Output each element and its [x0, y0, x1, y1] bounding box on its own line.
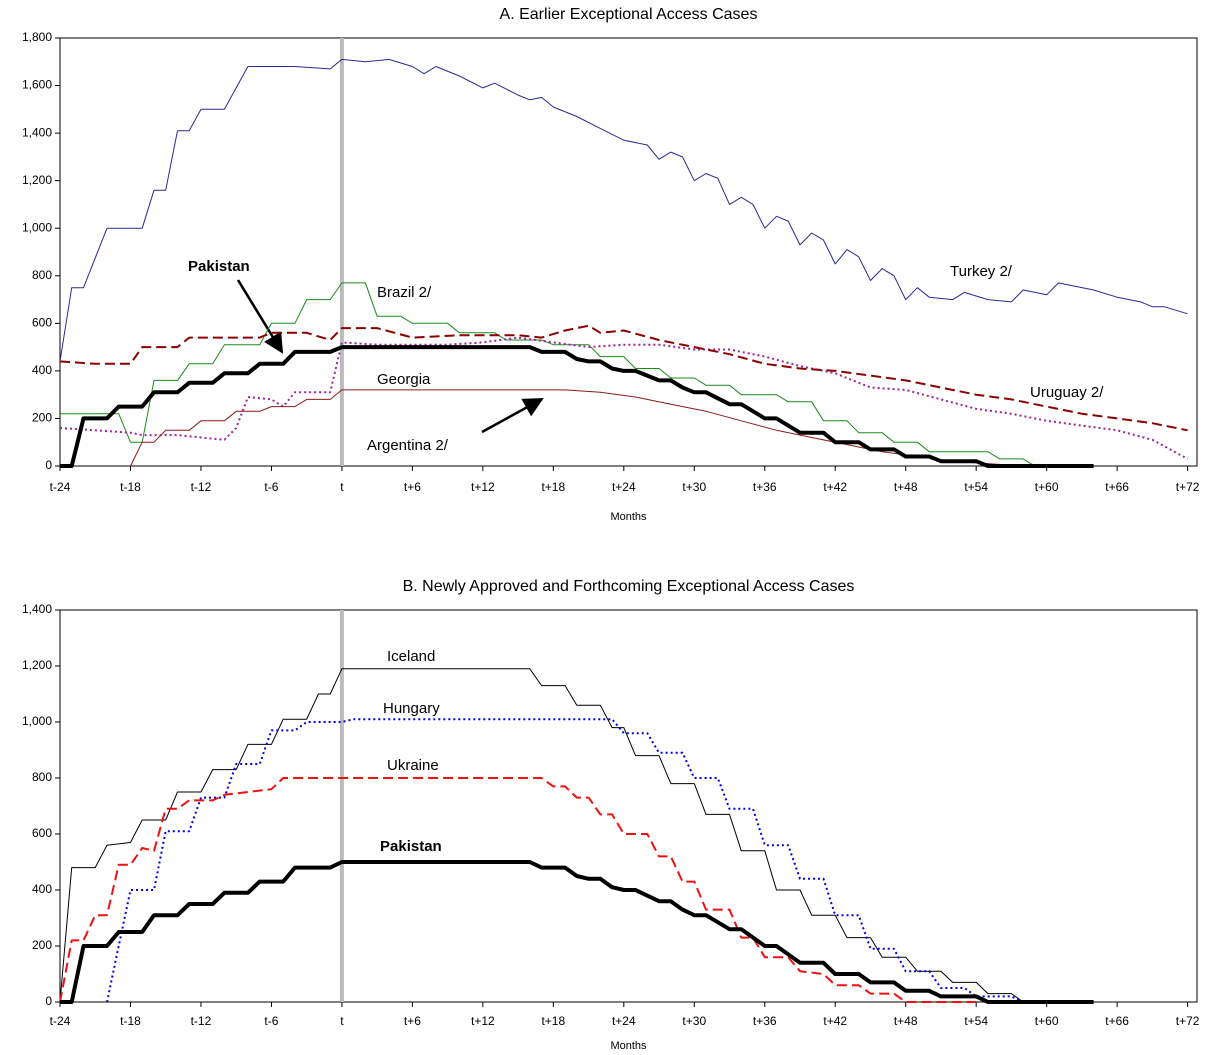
series-label: Brazil 2/: [377, 284, 432, 301]
chart-title: A. Earlier Exceptional Access Cases: [500, 6, 758, 23]
x-tick-label: t+48: [894, 480, 918, 494]
x-tick-label: t+54: [964, 480, 988, 494]
x-tick-label: t-18: [120, 1014, 141, 1028]
series-line: [130, 389, 1094, 467]
x-axis-label: Months: [610, 511, 647, 523]
x-tick-label: t+72: [1176, 480, 1200, 494]
x-tick-label: t-24: [50, 480, 71, 494]
annotation-arrow: [236, 279, 284, 354]
y-tick-label: 0: [45, 994, 52, 1008]
plot-frame: [59, 609, 1198, 1003]
x-tick-label: t+12: [471, 480, 495, 494]
series-line: [59, 668, 1094, 1003]
x-tick-label: t+66: [1105, 480, 1129, 494]
x-tick-label: t+18: [541, 1014, 565, 1028]
y-tick-label: 800: [32, 770, 52, 784]
y-tick-label: 200: [32, 411, 52, 425]
series-label: Hungary: [383, 700, 440, 717]
series-line: [59, 777, 977, 1003]
series-line: [106, 718, 1094, 1003]
x-tick-label: t+12: [471, 1014, 495, 1028]
x-tick-label: t+30: [682, 1014, 706, 1028]
x-tick-label: t-12: [191, 480, 212, 494]
y-tick-label: 600: [32, 826, 52, 840]
x-tick-label: t+24: [612, 1014, 636, 1028]
series-label: Argentina 2/: [367, 437, 449, 454]
x-tick-label: t+6: [404, 480, 421, 494]
y-tick-label: 1,200: [22, 173, 52, 187]
x-tick-label: t+60: [1035, 1014, 1059, 1028]
y-tick-label: 200: [32, 938, 52, 952]
series-label: Pakistan: [188, 258, 250, 275]
plot-frame: [59, 37, 1198, 467]
series-line: [59, 324, 1188, 432]
series-label: Pakistan: [380, 838, 442, 855]
y-tick-label: 0: [45, 458, 52, 472]
x-tick-label: t+6: [404, 1014, 421, 1028]
y-tick-label: 1,000: [22, 714, 52, 728]
x-tick-label: t-18: [120, 480, 141, 494]
x-tick-label: t-6: [264, 480, 278, 494]
y-tick-label: 1,000: [22, 220, 52, 234]
x-tick-label: t+30: [682, 480, 706, 494]
y-tick-label: 1,800: [22, 30, 52, 44]
series-line: [60, 282, 1094, 467]
y-tick-label: 800: [32, 268, 52, 282]
x-tick-label: t+72: [1176, 1014, 1200, 1028]
x-tick-label: t: [340, 1014, 344, 1028]
y-tick-label: 400: [32, 363, 52, 377]
x-axis-label: Months: [610, 1040, 647, 1052]
series-label: Ukraine: [387, 757, 439, 774]
x-tick-label: t+42: [823, 1014, 847, 1028]
series-label: Georgia: [377, 371, 431, 388]
x-tick-label: t+66: [1105, 1014, 1129, 1028]
y-tick-label: 1,600: [22, 78, 52, 92]
y-tick-label: 1,400: [22, 125, 52, 139]
x-tick-label: t+54: [964, 1014, 988, 1028]
y-tick-label: 1,400: [22, 602, 52, 616]
y-tick-label: 400: [32, 882, 52, 896]
y-tick-label: 600: [32, 316, 52, 330]
series-label: Uruguay 2/: [1030, 384, 1104, 401]
x-tick-label: t-24: [50, 1014, 71, 1028]
x-tick-label: t+48: [894, 1014, 918, 1028]
x-tick-label: t+36: [753, 1014, 777, 1028]
x-tick-label: t+42: [823, 480, 847, 494]
x-tick-label: t+36: [753, 480, 777, 494]
series-label: Iceland: [387, 648, 435, 665]
chart-title: B. Newly Approved and Forthcoming Except…: [403, 578, 855, 595]
y-tick-label: 1,200: [22, 658, 52, 672]
series-line: [60, 345, 1094, 468]
series-line: [59, 336, 1189, 460]
x-tick-label: t-6: [264, 1014, 278, 1028]
x-tick-label: t-12: [191, 1014, 212, 1028]
series-label: Turkey 2/: [950, 263, 1013, 280]
x-tick-label: t+24: [612, 480, 636, 494]
x-tick-label: t+60: [1035, 480, 1059, 494]
x-tick-label: t: [340, 480, 344, 494]
series-line: [60, 860, 1094, 1004]
annotation-arrow: [481, 397, 544, 434]
x-tick-label: t+18: [541, 480, 565, 494]
series-line: [59, 58, 1188, 362]
